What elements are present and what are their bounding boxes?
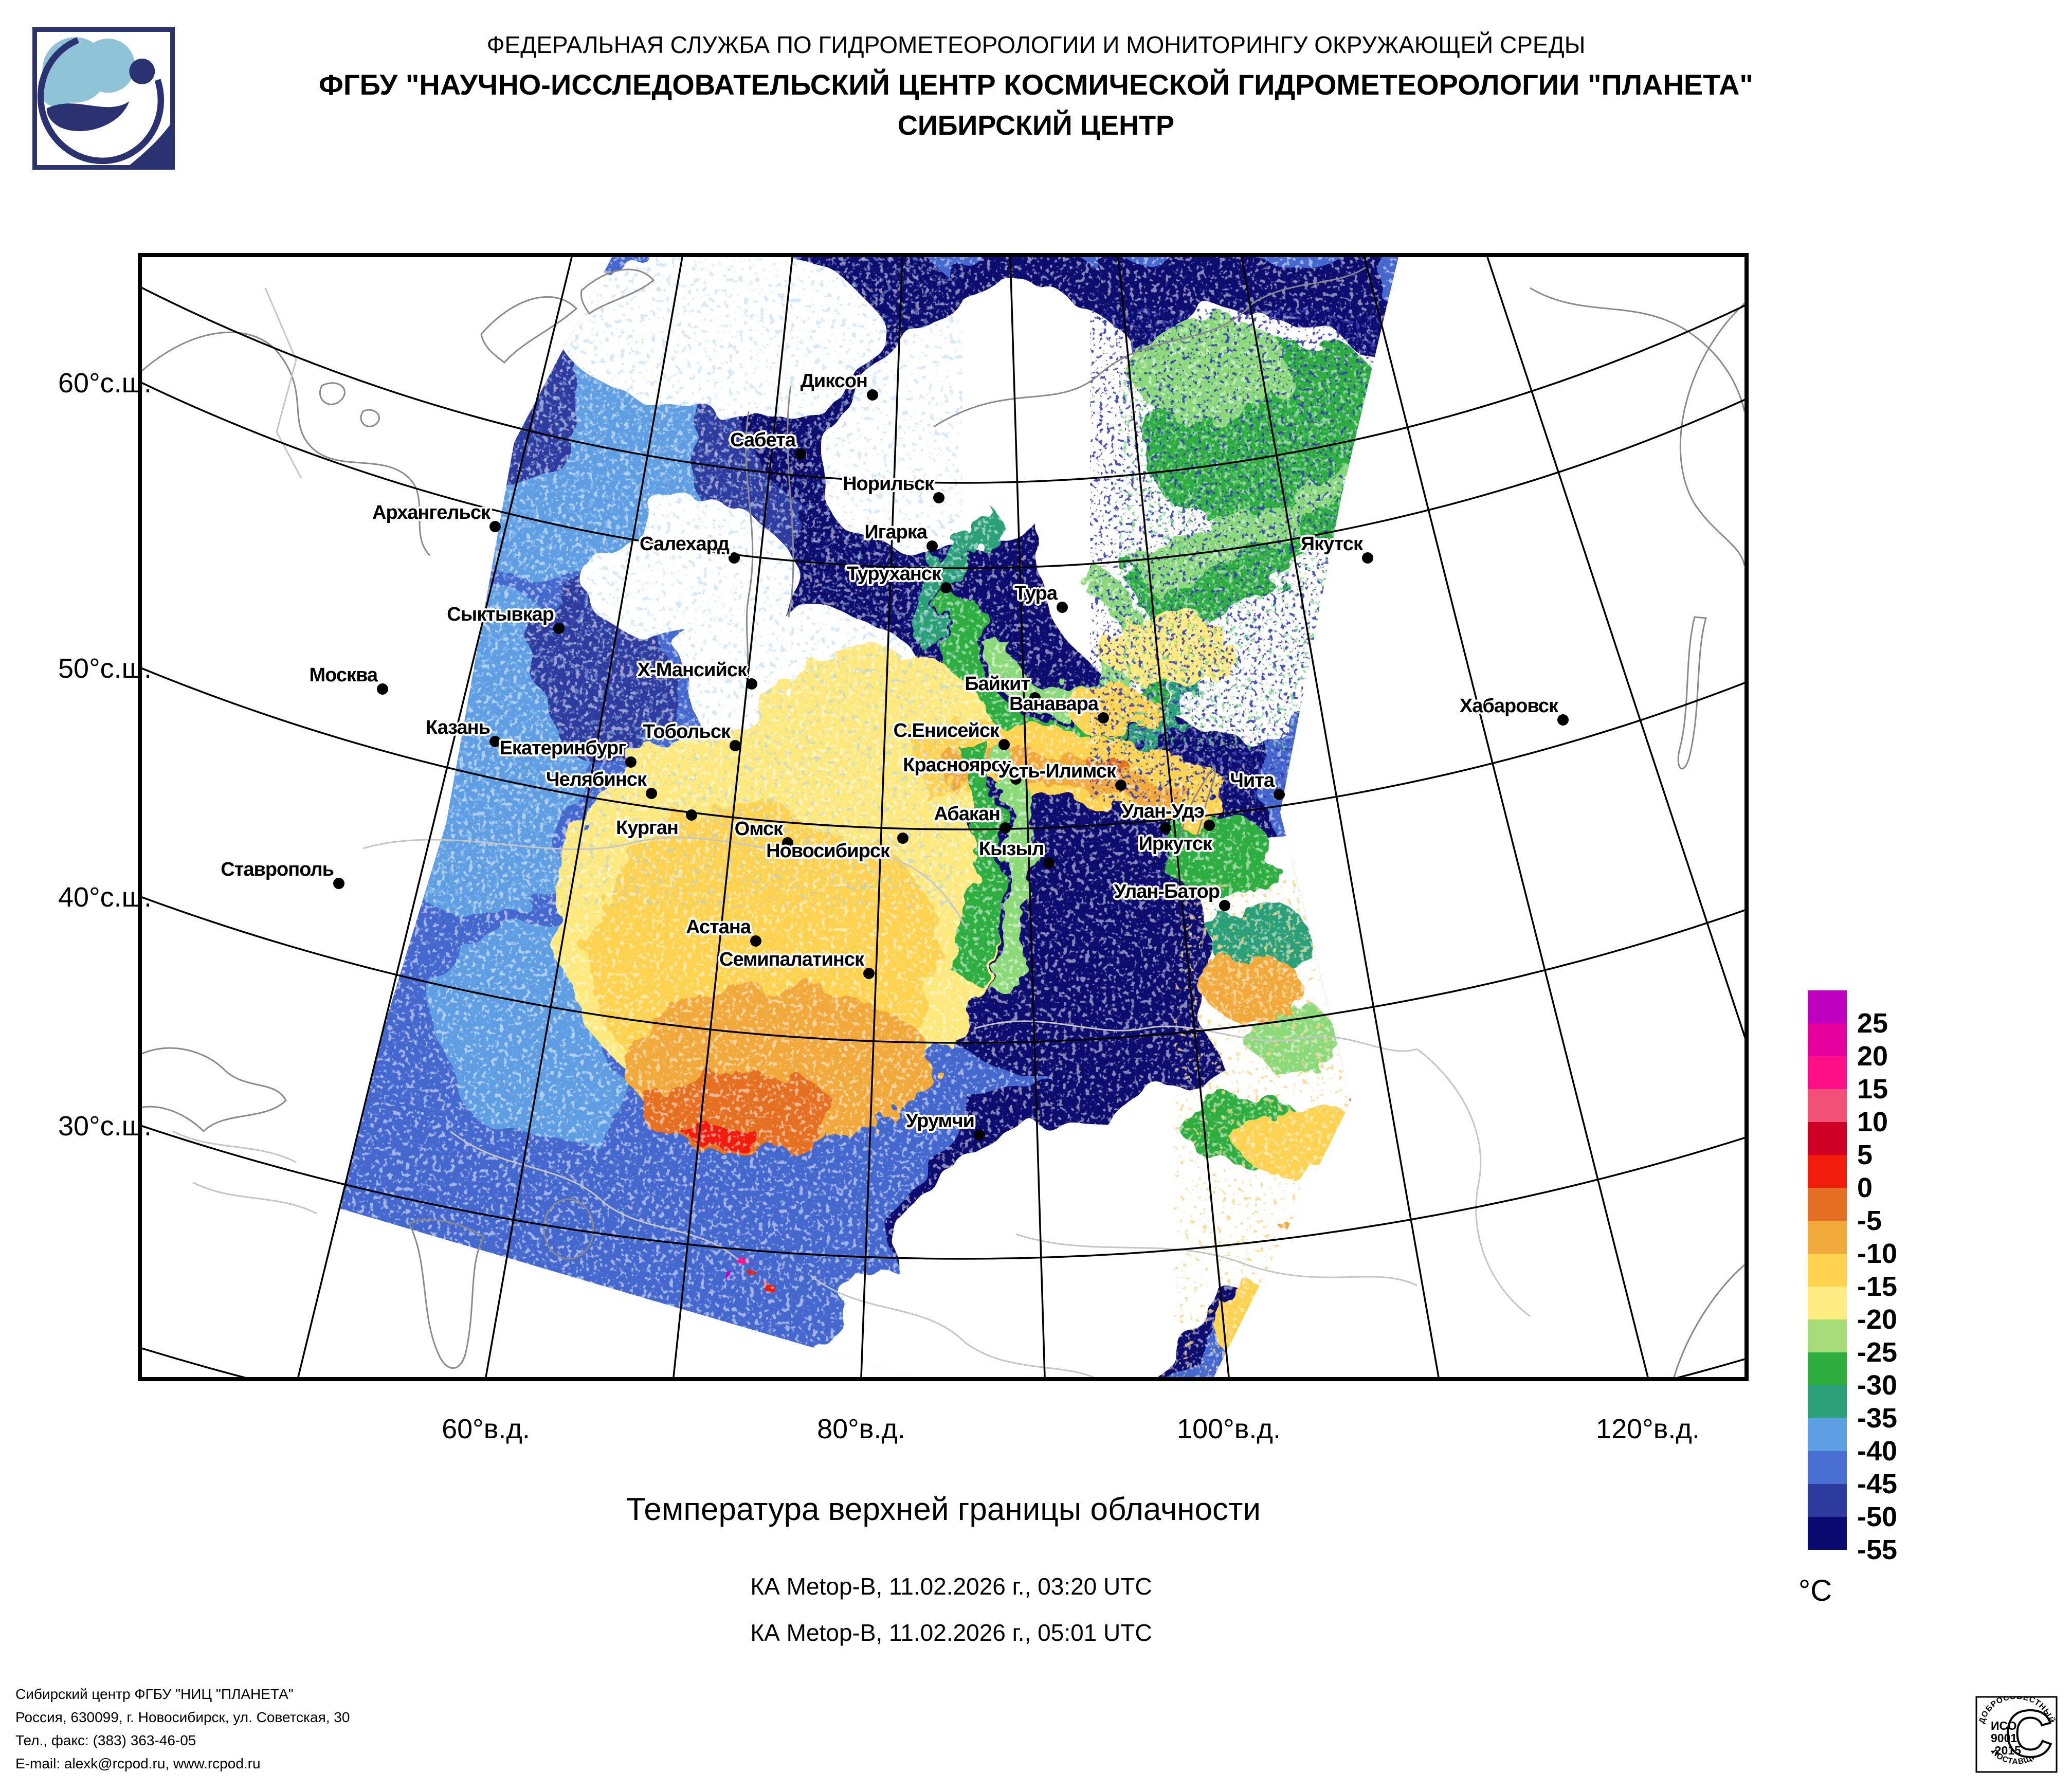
footer-line: Сибирский центр ФГБУ "НИЦ "ПЛАНЕТА" — [15, 1686, 294, 1702]
stamp-line: 9001 — [1991, 1731, 2017, 1745]
legend-value: -55 — [1857, 1534, 1898, 1565]
legend-value: -40 — [1857, 1436, 1898, 1467]
lat-tick-label: 60°с.ш. — [58, 368, 152, 399]
legend-value: -20 — [1857, 1304, 1898, 1335]
contact-info: Сибирский центр ФГБУ "НИЦ "ПЛАНЕТА" Росс… — [15, 1683, 350, 1775]
legend-value: 10 — [1857, 1107, 1888, 1137]
planeta-logo-icon — [32, 27, 175, 170]
map-area — [138, 253, 1749, 1381]
legend-color-block — [1808, 1517, 1847, 1550]
legend-value: -30 — [1857, 1370, 1898, 1401]
lon-tick-label: 80°в.д. — [817, 1414, 905, 1444]
coastlines — [142, 266, 1744, 1377]
legend-value: -45 — [1857, 1469, 1898, 1499]
legend-color-block — [1808, 1221, 1847, 1254]
legend-value: -15 — [1857, 1271, 1898, 1302]
legend-color-block — [1808, 1254, 1847, 1287]
legend-value: -50 — [1857, 1501, 1898, 1532]
legend-color-block — [1808, 1287, 1847, 1319]
legend-color-block — [1808, 1418, 1847, 1451]
legend-value: 15 — [1857, 1074, 1888, 1105]
footer-line: Тел., факс: (383) 363-46-05 — [15, 1732, 196, 1748]
legend-color-block — [1808, 1385, 1847, 1418]
satellite-caption-2: КА Metop-B, 11.02.2026 г., 05:01 UTC — [750, 1619, 1152, 1646]
lon-tick-label: 100°в.д. — [1177, 1414, 1281, 1444]
legend-color-block — [1808, 1352, 1847, 1385]
planeta-logo — [32, 27, 175, 170]
legend-value: -10 — [1857, 1238, 1898, 1269]
legend-color-block — [1808, 1188, 1847, 1221]
footer-line: Россия, 630099, г. Новосибирск, ул. Сове… — [15, 1709, 350, 1725]
legend-color-block — [1808, 1023, 1847, 1056]
lat-tick-label: 50°с.ш. — [58, 653, 152, 684]
stamp-line: -2015 — [1991, 1744, 2021, 1757]
lat-tick-label: 30°с.ш. — [58, 1111, 152, 1142]
org-line-3: СИБИРСКИЙ ЦЕНТР — [897, 110, 1175, 141]
temperature-color-scale: 25 20 15 10 5 0 -5 -10 -15 -20 -25 -30 -35 -40 -45 -50-… — [1808, 990, 1897, 1565]
lat-tick-label: 40°с.ш. — [58, 882, 152, 913]
legend-value: -5 — [1857, 1205, 1882, 1236]
legend-value: -25 — [1857, 1337, 1898, 1368]
org-line-2: ФГБУ "НАУЧНО-ИССЛЕДОВАТЕЛЬСКИЙ ЦЕНТР КОС… — [319, 68, 1753, 101]
satellite-map-image — [142, 257, 1744, 1377]
legend-color-block — [1808, 1056, 1847, 1089]
satellite-swath — [339, 257, 1398, 1377]
legend-color-block — [1808, 1319, 1847, 1352]
lon-tick-label: 60°в.д. — [442, 1414, 530, 1444]
legend-color-block — [1808, 990, 1847, 1023]
satellite-caption-1: КА Metop-B, 11.02.2026 г., 03:20 UTC — [750, 1573, 1152, 1600]
country-borders — [172, 287, 1531, 1377]
stamp-c-icon: С — [2005, 1697, 2052, 1771]
stamp-line: ИСО — [1991, 1719, 2016, 1732]
legend-color-block — [1808, 1484, 1847, 1517]
legend-value: 20 — [1857, 1041, 1888, 1072]
iso-9001-stamp: ДОБРОСОВЕСТНЫЙ ПОСТАВЩИК С ИСО 9001 -201… — [1975, 1692, 2058, 1773]
header: ФЕДЕРАЛЬНАЯ СЛУЖБА ПО ГИДРОМЕТЕОРОЛОГИИ … — [0, 31, 2072, 141]
org-line-1: ФЕДЕРАЛЬНАЯ СЛУЖБА ПО ГИДРОМЕТЕОРОЛОГИИ … — [486, 31, 1586, 58]
legend-color-block — [1808, 1155, 1847, 1188]
legend-value: -35 — [1857, 1403, 1898, 1434]
footer-line: E-mail: alexk@rcpod.ru, www.rcpod.ru — [15, 1756, 261, 1771]
legend-value: 0 — [1857, 1172, 1873, 1203]
legend-color-block — [1808, 1451, 1847, 1484]
map-title: Температура верхней границы облачности — [626, 1492, 1261, 1527]
legend-value: 5 — [1857, 1139, 1873, 1170]
legend-color-block — [1808, 1089, 1847, 1122]
legend-value: 25 — [1857, 1008, 1888, 1039]
legend-color-block — [1808, 1122, 1847, 1155]
legend-unit: °C — [1798, 1574, 1832, 1607]
lon-tick-label: 120°в.д. — [1596, 1414, 1700, 1444]
graticule — [142, 257, 1744, 1377]
